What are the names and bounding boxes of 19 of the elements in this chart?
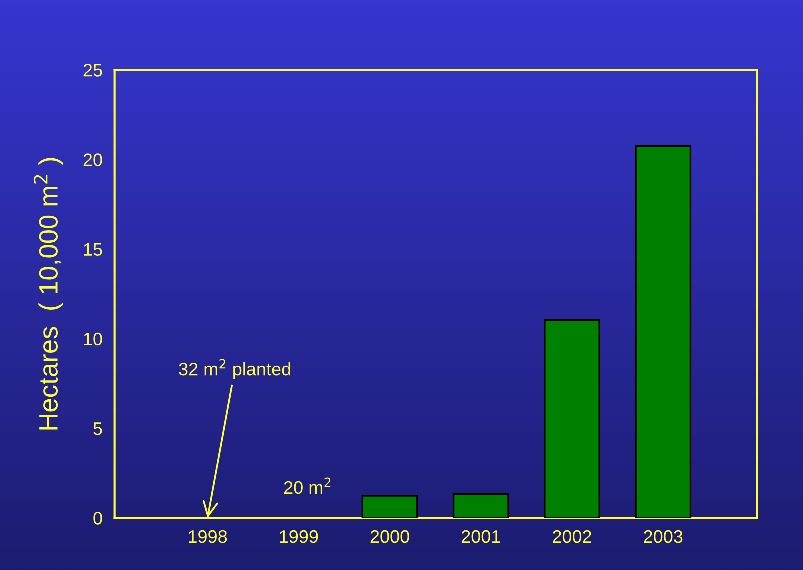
y-tick-label: 15 [84,243,102,256]
bar [635,145,692,518]
x-tick-label: 1998 [189,530,228,544]
x-tick-label: 2000 [370,530,410,544]
bar [452,493,510,518]
bar [362,495,418,518]
bar [544,319,600,518]
y-tick-label: 5 [94,422,102,436]
y-tick-label: 0 [94,512,102,525]
y-tick-label: 25 [84,64,102,77]
x-tick-label: 2001 [462,530,500,544]
x-tick-label: 2002 [553,530,592,544]
x-tick-label: 1999 [280,530,318,544]
y-tick-label: 10 [84,332,102,346]
annotation: 32 m$^{2}$ planted [179,359,290,380]
annotation: 20 m$^{2}$ [284,478,331,494]
y-axis-title: Hectares ( 10,000 m$^{2}$ ) [34,158,64,430]
y-tick-label: 20 [84,154,102,166]
x-tick-label: 2003 [644,530,683,544]
